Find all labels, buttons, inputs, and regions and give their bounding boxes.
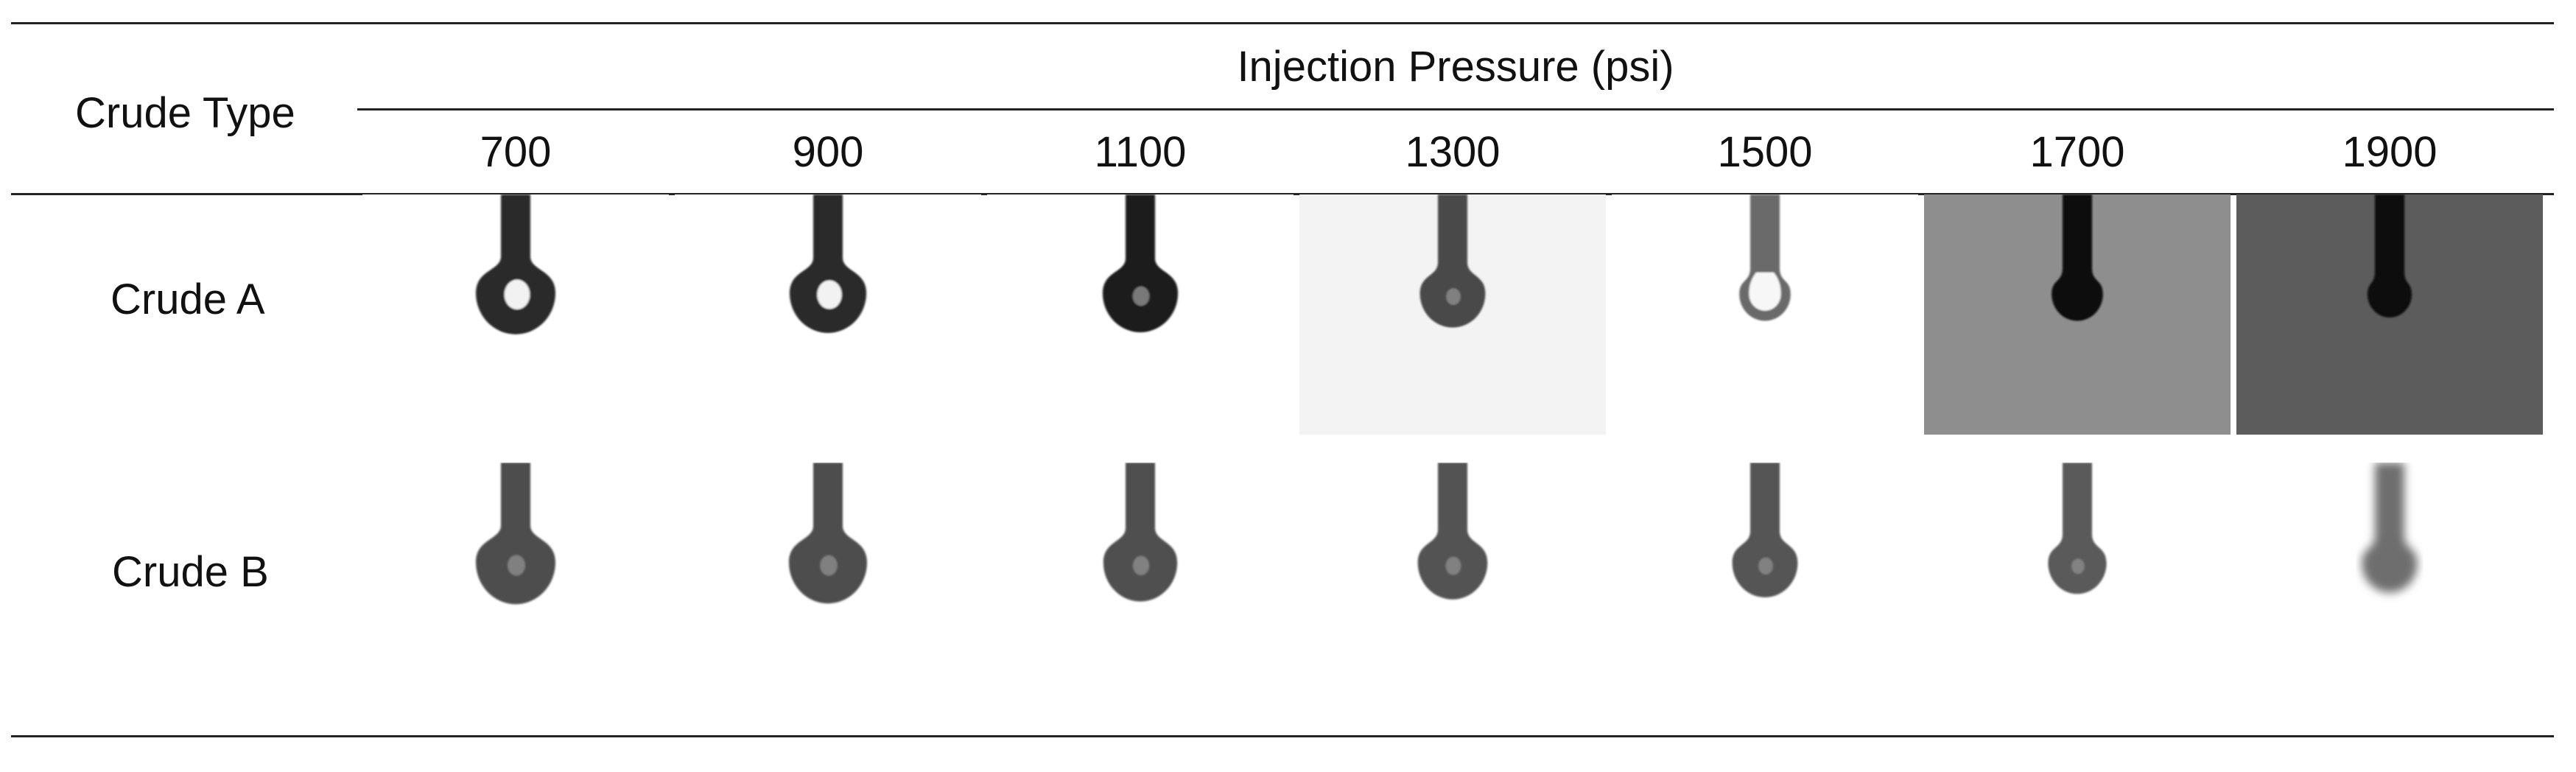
column-group-rule xyxy=(357,108,2554,110)
droplet-image-crude-b-900 xyxy=(675,463,981,706)
droplet-image-crude-a-900 xyxy=(675,194,981,435)
droplet-image-crude-b-1900 xyxy=(2236,463,2543,706)
pressure-header-1900: 1900 xyxy=(2342,128,2438,176)
pressure-header-1700: 1700 xyxy=(2029,128,2125,176)
row-label-crude-a: Crude A xyxy=(110,276,265,323)
droplet-image-crude-a-1700 xyxy=(1924,194,2231,435)
droplet-image-crude-a-1300 xyxy=(1299,194,1606,435)
pressure-header-1100: 1100 xyxy=(1094,128,1187,176)
pressure-header-1500: 1500 xyxy=(1717,128,1813,176)
header-bottom-rule xyxy=(11,193,2554,195)
droplet-image-crude-b-1700 xyxy=(1924,463,2231,706)
table-bottom-rule xyxy=(11,735,2554,737)
pressure-header-900: 900 xyxy=(792,128,864,176)
row-header-label: Crude Type xyxy=(75,89,295,137)
column-group-label: Injection Pressure (psi) xyxy=(1237,43,1674,91)
droplet-image-crude-b-1100 xyxy=(987,463,1294,706)
row-label-crude-b: Crude B xyxy=(112,548,269,596)
droplet-image-crude-b-700 xyxy=(362,463,669,706)
droplet-image-crude-a-1100 xyxy=(987,194,1294,435)
droplet-image-crude-a-1500 xyxy=(1612,194,1918,435)
droplet-image-crude-a-1900 xyxy=(2236,194,2543,435)
droplet-image-crude-b-1500 xyxy=(1612,463,1918,706)
droplet-image-crude-a-700 xyxy=(362,194,669,435)
pressure-header-700: 700 xyxy=(480,128,552,176)
table-top-rule xyxy=(11,22,2554,24)
pressure-header-1300: 1300 xyxy=(1405,128,1501,176)
droplet-image-crude-b-1300 xyxy=(1299,463,1606,706)
